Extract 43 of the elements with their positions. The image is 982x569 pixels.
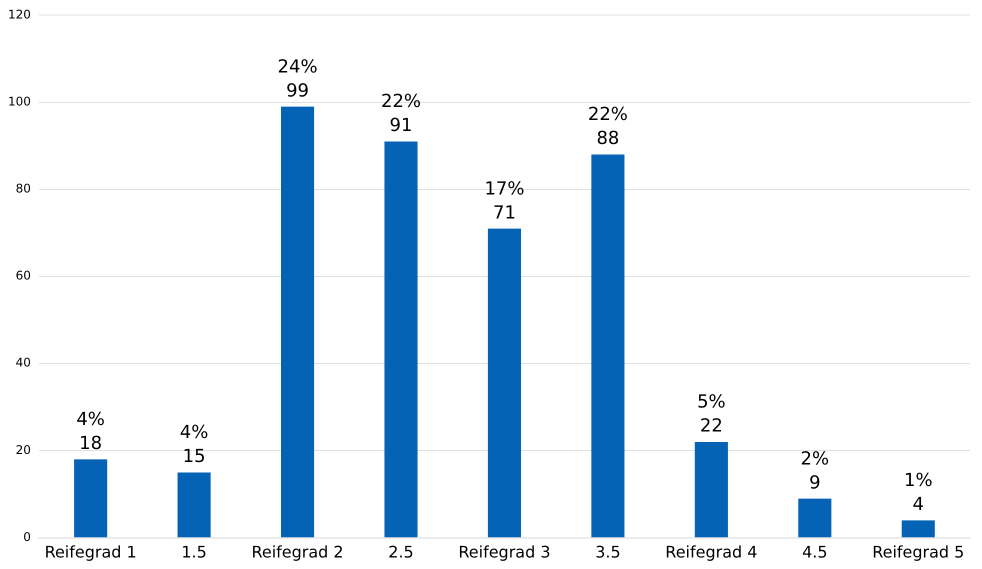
data-label: 4 xyxy=(912,494,924,516)
x-tick-label: 4.5 xyxy=(802,542,828,562)
annotation: 22% xyxy=(380,91,422,112)
x-tick-label: 3.5 xyxy=(595,542,621,562)
x-tick-label: 1.5 xyxy=(181,542,207,562)
bar xyxy=(798,498,832,538)
y-tick-label: 60 xyxy=(16,268,31,283)
annotation: 5% xyxy=(697,392,726,413)
x-tick-label: Reifegrad 3 xyxy=(458,542,551,562)
y-tick-label: 40 xyxy=(16,356,31,370)
data-label: 22 xyxy=(700,416,723,437)
data-label: 15 xyxy=(182,446,206,468)
bar xyxy=(178,472,211,538)
x-tick-label: Reifegrad 5 xyxy=(872,542,964,562)
bar xyxy=(384,141,418,538)
annotation: 4% xyxy=(180,422,208,444)
data-label: 88 xyxy=(596,128,620,150)
bar xyxy=(902,520,935,538)
data-label: 91 xyxy=(390,115,412,136)
annotation: 22% xyxy=(588,104,628,126)
annotation: 2% xyxy=(800,448,830,470)
y-tick-label: 120 xyxy=(8,7,31,22)
bar xyxy=(280,106,314,538)
x-tick-label: Reifegrad 1 xyxy=(44,542,137,562)
x-tick-label: 2.5 xyxy=(388,542,414,562)
annotation: 24% xyxy=(278,56,318,78)
data-label: 99 xyxy=(286,80,309,102)
data-label: 9 xyxy=(809,472,821,494)
bar xyxy=(488,228,522,538)
y-tick-label: 100 xyxy=(8,94,31,108)
bar xyxy=(694,442,728,538)
bar xyxy=(74,459,108,538)
bar xyxy=(591,154,624,538)
data-label: 18 xyxy=(79,433,102,454)
data-label: 71 xyxy=(493,202,516,224)
y-tick-label: 0 xyxy=(23,530,31,544)
x-tick-label: Reifegrad 4 xyxy=(665,542,758,562)
annotation: 4% xyxy=(76,409,105,430)
y-tick-label: 20 xyxy=(16,442,31,457)
y-tick-label: 80 xyxy=(16,182,31,196)
annotation: 17% xyxy=(484,178,524,200)
annotation: 1% xyxy=(904,470,933,492)
x-tick-label: Reifegrad 2 xyxy=(251,542,344,562)
